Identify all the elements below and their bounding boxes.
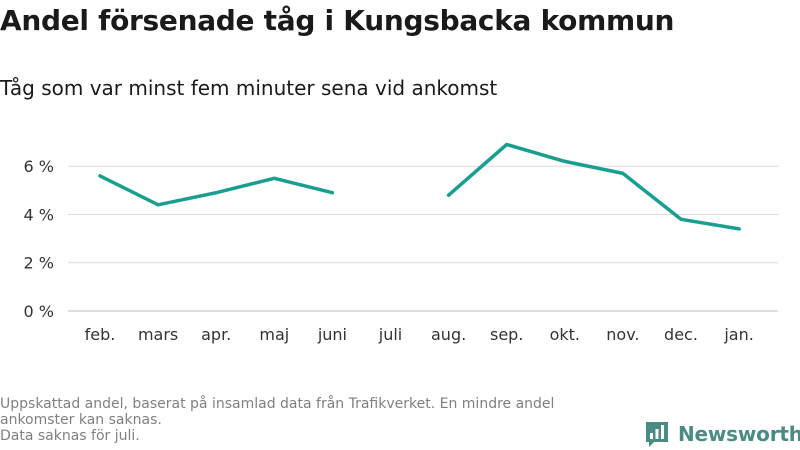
x-tick-label: sep. [490,325,523,344]
y-tick-label: 6 % [24,157,54,176]
x-tick-label: aug. [431,325,466,344]
newsworthy-logo-icon [646,422,668,447]
data-point [98,174,102,178]
data-point [447,193,451,197]
data-point [679,217,683,221]
data-point [330,191,334,195]
data-point [621,171,625,176]
caption-source-note: Uppskattad andel, baserat på insamlad da… [0,396,555,428]
y-tick-label: 0 % [24,302,54,321]
x-tick-label: nov. [606,325,639,344]
x-tick-label: jan. [723,325,753,344]
chart-caption: Uppskattad andel, baserat på insamlad da… [0,396,630,444]
caption-missing-note: Data saknas för juli. [0,428,140,444]
series-line-segment [98,174,335,207]
brand-name: Newsworthy [678,422,800,446]
gridlines [68,165,778,312]
x-tick-label: okt. [550,325,580,344]
x-axis-ticks: feb. mars apr. maj juni juli aug. sep. okt. nov. d… [85,325,754,344]
y-tick-label: 2 % [24,254,54,273]
x-tick-label: apr. [201,325,231,344]
series-lines [98,142,741,231]
chart-subtitle: Tåg som var minst fem minuter sena vid a… [0,76,498,100]
chart-title: Andel försenade tåg i Kungsbacka kommun [0,4,675,37]
data-point [156,203,160,207]
x-tick-label: juli [378,325,402,344]
data-point [272,176,276,180]
data-point [737,227,741,231]
brand-logo: Newsworthy [644,419,800,449]
series-line-segment [446,142,741,231]
data-point [505,142,509,147]
data-point [563,159,567,163]
x-tick-label: maj [259,325,289,344]
x-tick-label: mars [138,325,178,344]
y-axis-ticks: 0 % 2 % 4 % 6 % [24,157,54,321]
x-tick-label: juni [317,325,347,344]
data-point [214,191,218,195]
y-tick-label: 4 % [24,205,54,224]
x-tick-label: dec. [664,325,698,344]
x-tick-label: feb. [85,325,116,344]
